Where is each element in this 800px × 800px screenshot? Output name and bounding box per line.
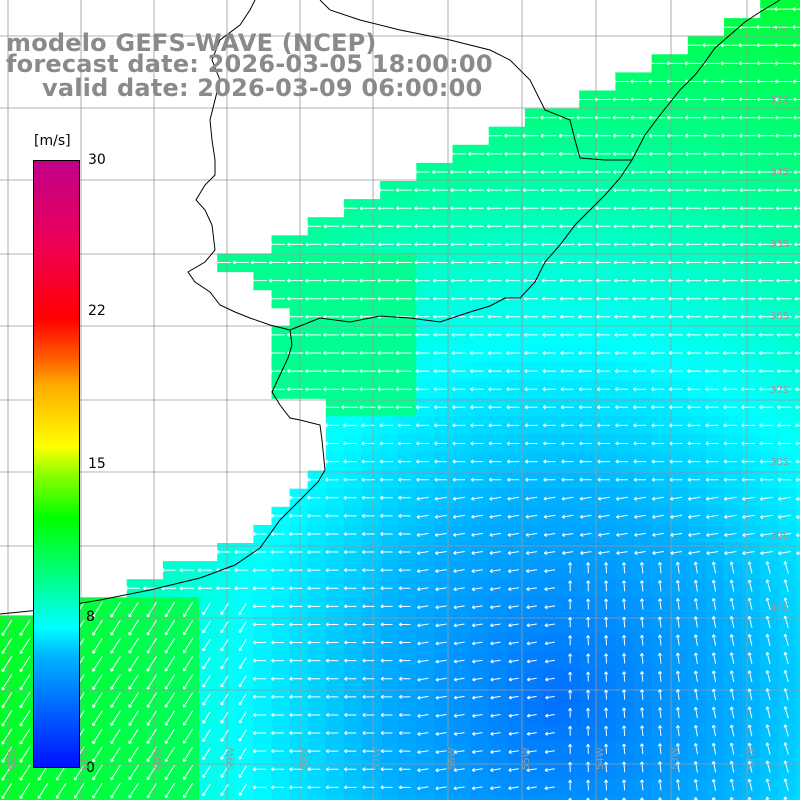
lat-label: 40S — [770, 603, 790, 614]
lat-label: 37S — [770, 385, 790, 396]
lat-label: 32S — [767, 24, 787, 35]
forecast-date: forecast date: 2026-03-05 18:00:00 — [6, 50, 493, 78]
colorbar-tick-15: 15 — [88, 456, 106, 472]
lat-label: 38S — [770, 457, 790, 468]
lon-label: 53W — [670, 747, 681, 770]
lon-label: 60W — [153, 747, 164, 770]
colorbar-tick-30: 30 — [88, 152, 106, 168]
lon-label: 62W — [7, 747, 18, 770]
colorbar-unit: [m/s] — [34, 133, 71, 149]
lon-label: 57W — [372, 747, 383, 770]
lon-label: 54W — [595, 747, 606, 770]
coastline — [0, 0, 326, 615]
lon-label: 59W — [226, 747, 237, 770]
colorbar-tick-22: 22 — [88, 303, 106, 319]
colorbar — [33, 160, 80, 768]
model-title: modelo GEFS-WAVE (NCEP) — [6, 29, 377, 57]
lat-label: 35S — [770, 239, 790, 250]
lon-label: 55W — [521, 747, 532, 770]
lon-label: 56W — [447, 747, 458, 770]
lon-label: 61W — [80, 747, 91, 770]
lat-label: 36S — [770, 311, 790, 322]
lon-label: 58W — [299, 747, 310, 770]
lat-label: 33S — [770, 95, 790, 106]
lat-label: 34S — [770, 167, 790, 178]
colorbar-tick-0: 0 — [86, 760, 95, 776]
coastline — [319, 0, 632, 161]
coastline — [289, 0, 781, 331]
valid-date: valid date: 2026-03-09 06:00:00 — [42, 74, 483, 102]
lat-label: 39S — [770, 531, 790, 542]
lon-label: 52W — [746, 747, 757, 770]
colorbar-tick-8: 8 — [86, 609, 95, 625]
